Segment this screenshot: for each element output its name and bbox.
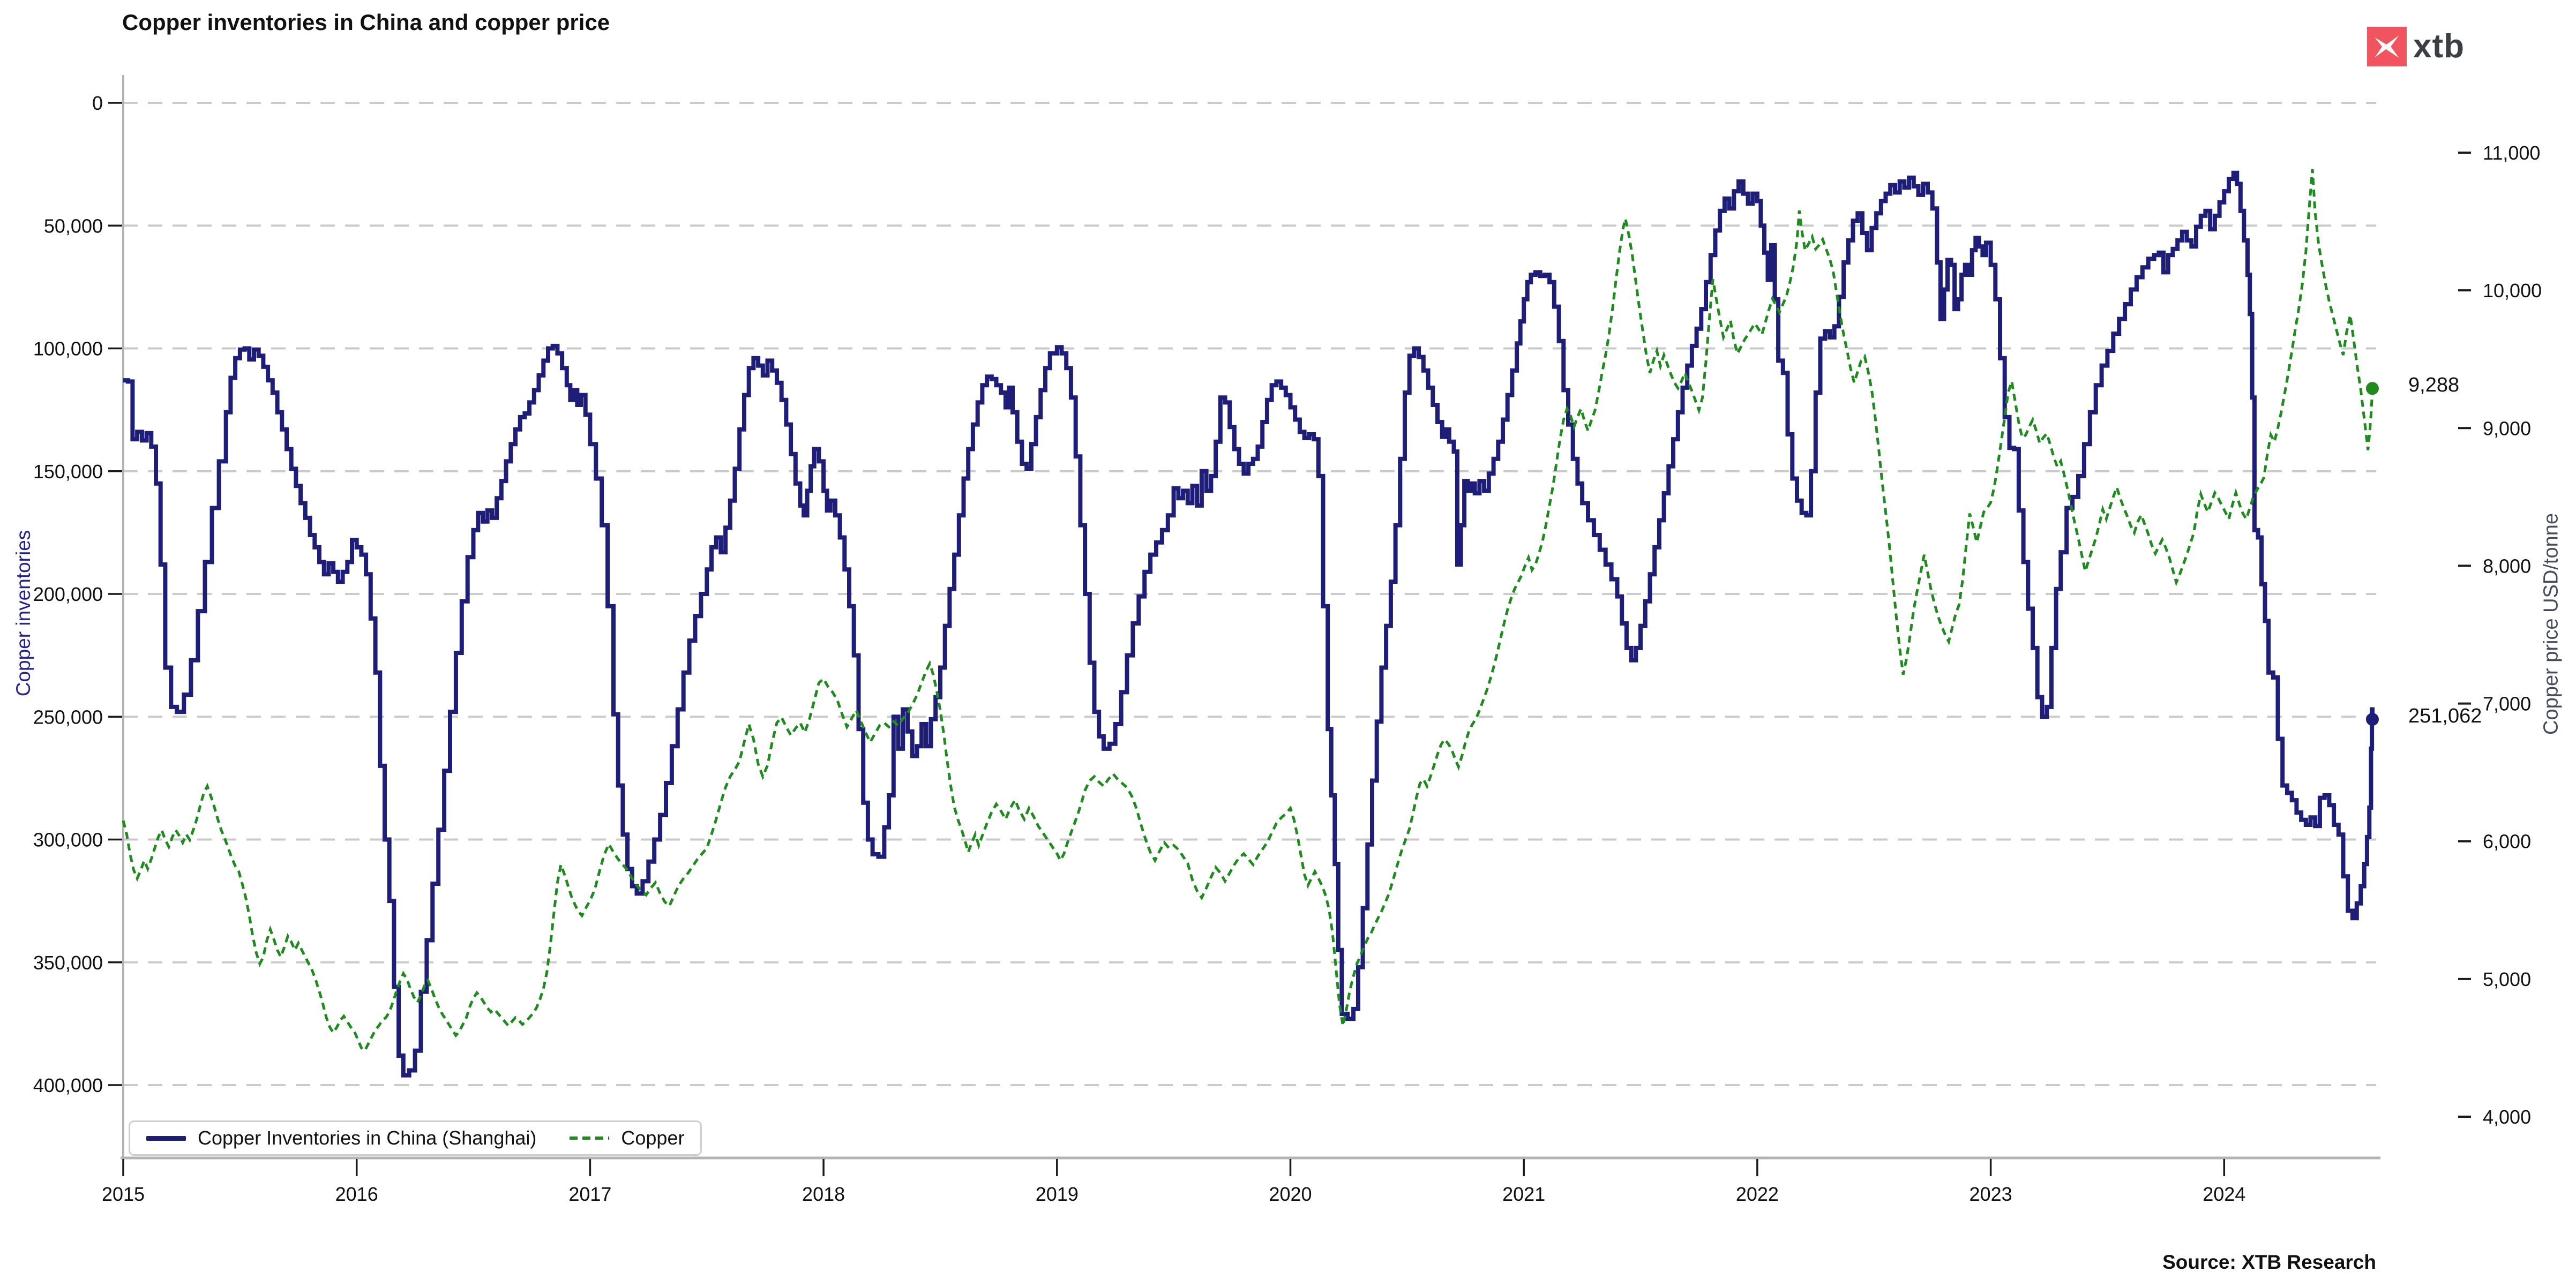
right-axis: 11,000 10,000 9,000 8,000 7,000 6,000 5,000 4,0…: [2458, 142, 2542, 1128]
left-axis-tick-label: 50,000: [44, 215, 103, 237]
legend-label-inventories: Copper Inventories in China (Shanghai): [198, 1127, 537, 1149]
legend-item-copper: Copper: [570, 1127, 684, 1149]
left-axis-tick-label: 200,000: [33, 583, 103, 605]
left-axis-tick-label: 0: [92, 92, 103, 114]
x-axis-tick-label: 2016: [335, 1183, 378, 1205]
right-axis-tick-label: 9,000: [2483, 417, 2531, 439]
left-axis-tick-label: 100,000: [33, 338, 103, 360]
right-axis-tick-label: 7,000: [2483, 693, 2531, 715]
xtb-x-icon: [2375, 35, 2399, 58]
left-axis-tick-label: 250,000: [33, 706, 103, 728]
legend-swatch-inventories-icon: [146, 1135, 186, 1141]
x-axis-tick-label: 2022: [1736, 1183, 1779, 1205]
right-axis-tick-label: 8,000: [2483, 555, 2531, 577]
chart-title: Copper inventories in China and copper p…: [122, 10, 610, 35]
x-axis-tick-label: 2020: [1269, 1183, 1312, 1205]
series-end-dot-inventories: [2365, 713, 2379, 726]
right-axis-tick-label: 11,000: [2483, 142, 2540, 164]
x-axis-tick-label: 2015: [102, 1183, 145, 1205]
x-axis-tick-label: 2019: [1036, 1183, 1079, 1205]
x-axis-tick-label: 2023: [1970, 1183, 2012, 1205]
legend-swatch-copper-icon: [570, 1137, 610, 1140]
end-value-label-inventories: 251,062: [2408, 705, 2482, 727]
x-axis-tick-label: 2018: [802, 1183, 845, 1205]
right-axis-tick-label: 10,000: [2483, 280, 2542, 302]
axis-spines: [121, 75, 2380, 1160]
right-axis-tick-label: 5,000: [2483, 968, 2531, 990]
xtb-logo-mark-icon: [2367, 27, 2407, 66]
left-axis: 0 50,000 100,000 150,000 200,000 250,000 300,0…: [33, 92, 122, 1096]
series-end-dot-copper: [2365, 382, 2379, 395]
x-axis-tick-label: 2021: [1502, 1183, 1545, 1205]
legend-item-inventories: Copper Inventories in China (Shanghai): [146, 1127, 536, 1149]
x-axis-tick-label: 2024: [2203, 1183, 2245, 1205]
x-axis: 2015 2016 2017 2018 2019 2020 2021 2022 2023 2024: [102, 1159, 2245, 1205]
xtb-logo: xtb: [2367, 27, 2465, 66]
series-line-copper: [122, 169, 2374, 1053]
gridlines: [123, 102, 2376, 1086]
left-axis-tick-label: 150,000: [33, 461, 103, 483]
left-axis-tick-label: 300,000: [33, 829, 103, 851]
x-axis-tick-label: 2017: [568, 1183, 611, 1205]
xtb-logo-text: xtb: [2413, 28, 2465, 65]
right-axis-tick-label: 6,000: [2483, 831, 2531, 853]
left-axis-tick-label: 350,000: [33, 952, 103, 974]
series-line-inventories: [123, 170, 2375, 1078]
source-note: Source: XTB Research: [2162, 1251, 2376, 1273]
right-axis-tick-label: 4,000: [2483, 1106, 2531, 1128]
legend-label-copper: Copper: [621, 1127, 685, 1149]
left-axis-tick-label: 400,000: [33, 1074, 103, 1096]
legend: Copper Inventories in China (Shanghai) C…: [129, 1120, 702, 1156]
end-value-label-copper: 9,288: [2408, 374, 2459, 396]
